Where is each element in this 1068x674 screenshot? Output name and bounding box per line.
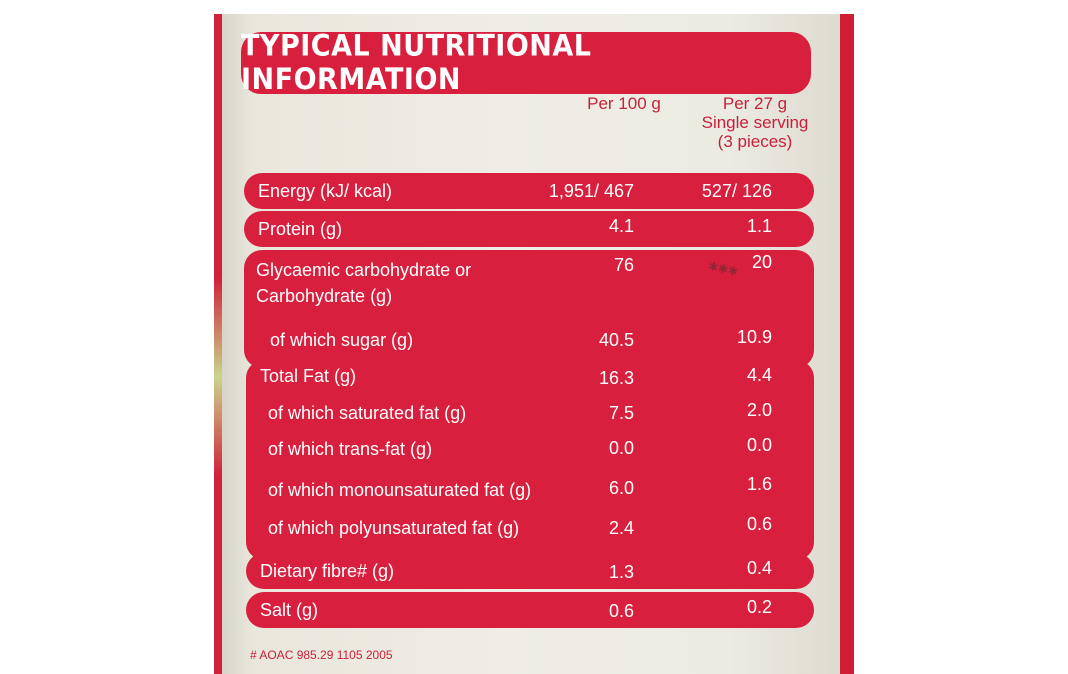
value-monounsaturated-fat-per-serving: 1.6 [746, 474, 772, 494]
band-dietary-fibre: Dietary fibre# (g) 1.3 0.4 [246, 553, 814, 589]
value-carbohydrate-per100: 76 [613, 255, 634, 275]
row-label-dietary-fibre: Dietary fibre# (g) [260, 561, 395, 581]
value-sugar-per-serving: 10.9 [736, 327, 772, 347]
band-fat: Total Fat (g) 16.3 4.4 of which saturate… [246, 360, 814, 560]
row-label-total-fat: Total Fat (g) [260, 366, 357, 386]
row-label-saturated-fat: of which saturated fat (g) [268, 403, 467, 423]
band-carbohydrate: Glycaemic carbohydrate or Carbohydrate (… [244, 250, 814, 368]
value-polyunsaturated-fat-per100: 2.4 [608, 518, 634, 538]
column-header-per-serving: Per 27 g Single serving (3 pieces) [690, 94, 820, 151]
column-header-per-serving-line3: (3 pieces) [717, 132, 793, 151]
panel-title: TYPICAL NUTRITIONAL INFORMATION [241, 29, 592, 97]
column-header-per-100g: Per 100 g [554, 94, 694, 113]
value-monounsaturated-fat-per100: 6.0 [608, 478, 634, 498]
value-polyunsaturated-fat-per-serving: 0.6 [746, 514, 772, 534]
value-protein-per100: 4.1 [608, 216, 634, 236]
band-energy: Energy (kJ/ kcal) 1,951/ 467 527/ 126 [244, 173, 814, 209]
value-total-fat-per-serving: 4.4 [746, 365, 772, 385]
title-band: TYPICAL NUTRITIONAL INFORMATION [241, 29, 811, 97]
value-energy-per100: 1,951/ 467 [548, 181, 634, 201]
value-total-fat-per100: 16.3 [598, 368, 634, 388]
value-saturated-fat-per-serving: 2.0 [746, 400, 772, 420]
value-dietary-fibre-per100: 1.3 [608, 562, 634, 582]
value-energy-per-serving: 527/ 126 [701, 181, 772, 201]
value-salt-per-serving: 0.2 [746, 597, 772, 617]
value-saturated-fat-per100: 7.5 [608, 403, 634, 423]
row-label-energy: Energy (kJ/ kcal) [258, 181, 393, 201]
row-label-sugar: of which sugar (g) [270, 330, 414, 350]
row-label-carbohydrate-line1: Glycaemic carbohydrate or [256, 260, 472, 280]
nutrition-label-photo: TYPICAL NUTRITIONAL INFORMATION Per 100 … [214, 14, 854, 674]
band-salt: Salt (g) 0.6 0.2 [246, 592, 814, 628]
value-protein-per-serving: 1.1 [746, 216, 772, 236]
column-header-per-serving-line2: Single serving [701, 113, 809, 132]
row-label-protein: Protein (g) [258, 219, 343, 239]
row-label-polyunsaturated-fat: of which polyunsaturated fat (g) [268, 518, 520, 538]
value-dietary-fibre-per-serving: 0.4 [746, 558, 772, 578]
value-trans-fat-per100: 0.0 [608, 438, 634, 458]
band-protein: Protein (g) 4.1 1.1 [244, 211, 814, 247]
packaging-left-edge [214, 14, 222, 674]
value-carbohydrate-per-serving: 20 [751, 252, 772, 272]
row-label-salt: Salt (g) [260, 600, 319, 620]
row-label-monounsaturated-fat: of which monounsaturated fat (g) [268, 480, 532, 500]
packaging-right-edge [840, 14, 854, 674]
column-header-per-serving-line1: Per 27 g [722, 94, 788, 113]
value-salt-per100: 0.6 [608, 601, 634, 621]
value-sugar-per100: 40.5 [598, 330, 634, 350]
value-trans-fat-per-serving: 0.0 [746, 435, 772, 455]
column-header-per-100g-text: Per 100 g [587, 94, 661, 113]
row-label-trans-fat: of which trans-fat (g) [268, 439, 433, 459]
row-label-carbohydrate-line2: Carbohydrate (g) [256, 286, 393, 306]
footnote: # AOAC 985.29 1105 2005 [250, 648, 393, 662]
